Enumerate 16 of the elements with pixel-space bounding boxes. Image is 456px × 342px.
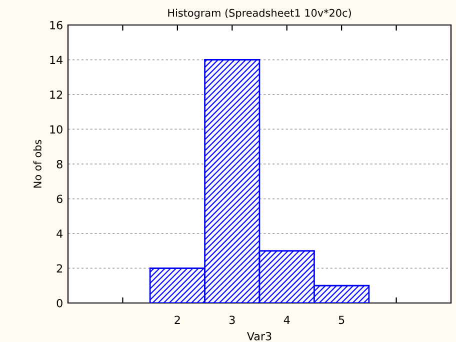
y-tick-label: 2 (56, 264, 62, 272)
x-axis-title: Var3 (246, 332, 272, 340)
y-tick-label: 0 (56, 298, 62, 308)
y-tick-label: 6 (56, 194, 62, 204)
y-tick-label: 4 (56, 230, 63, 238)
x-tick-label: 3 (229, 316, 235, 324)
x-tick-label: 2 (174, 316, 180, 324)
y-tick-label: 14 (50, 56, 63, 64)
y-axis-title: No of obs (33, 140, 42, 188)
y-tick-label: 16 (50, 20, 62, 30)
y-tick-label: 12 (50, 90, 62, 99)
chart-title: Histogram (Spreadsheet1 10v*20c) (168, 8, 351, 19)
y-tick-label: 8 (56, 160, 62, 168)
y-tick-label: 10 (50, 125, 62, 134)
x-tick-label: 4 (284, 316, 290, 324)
x-tick-label: 5 (338, 316, 344, 324)
